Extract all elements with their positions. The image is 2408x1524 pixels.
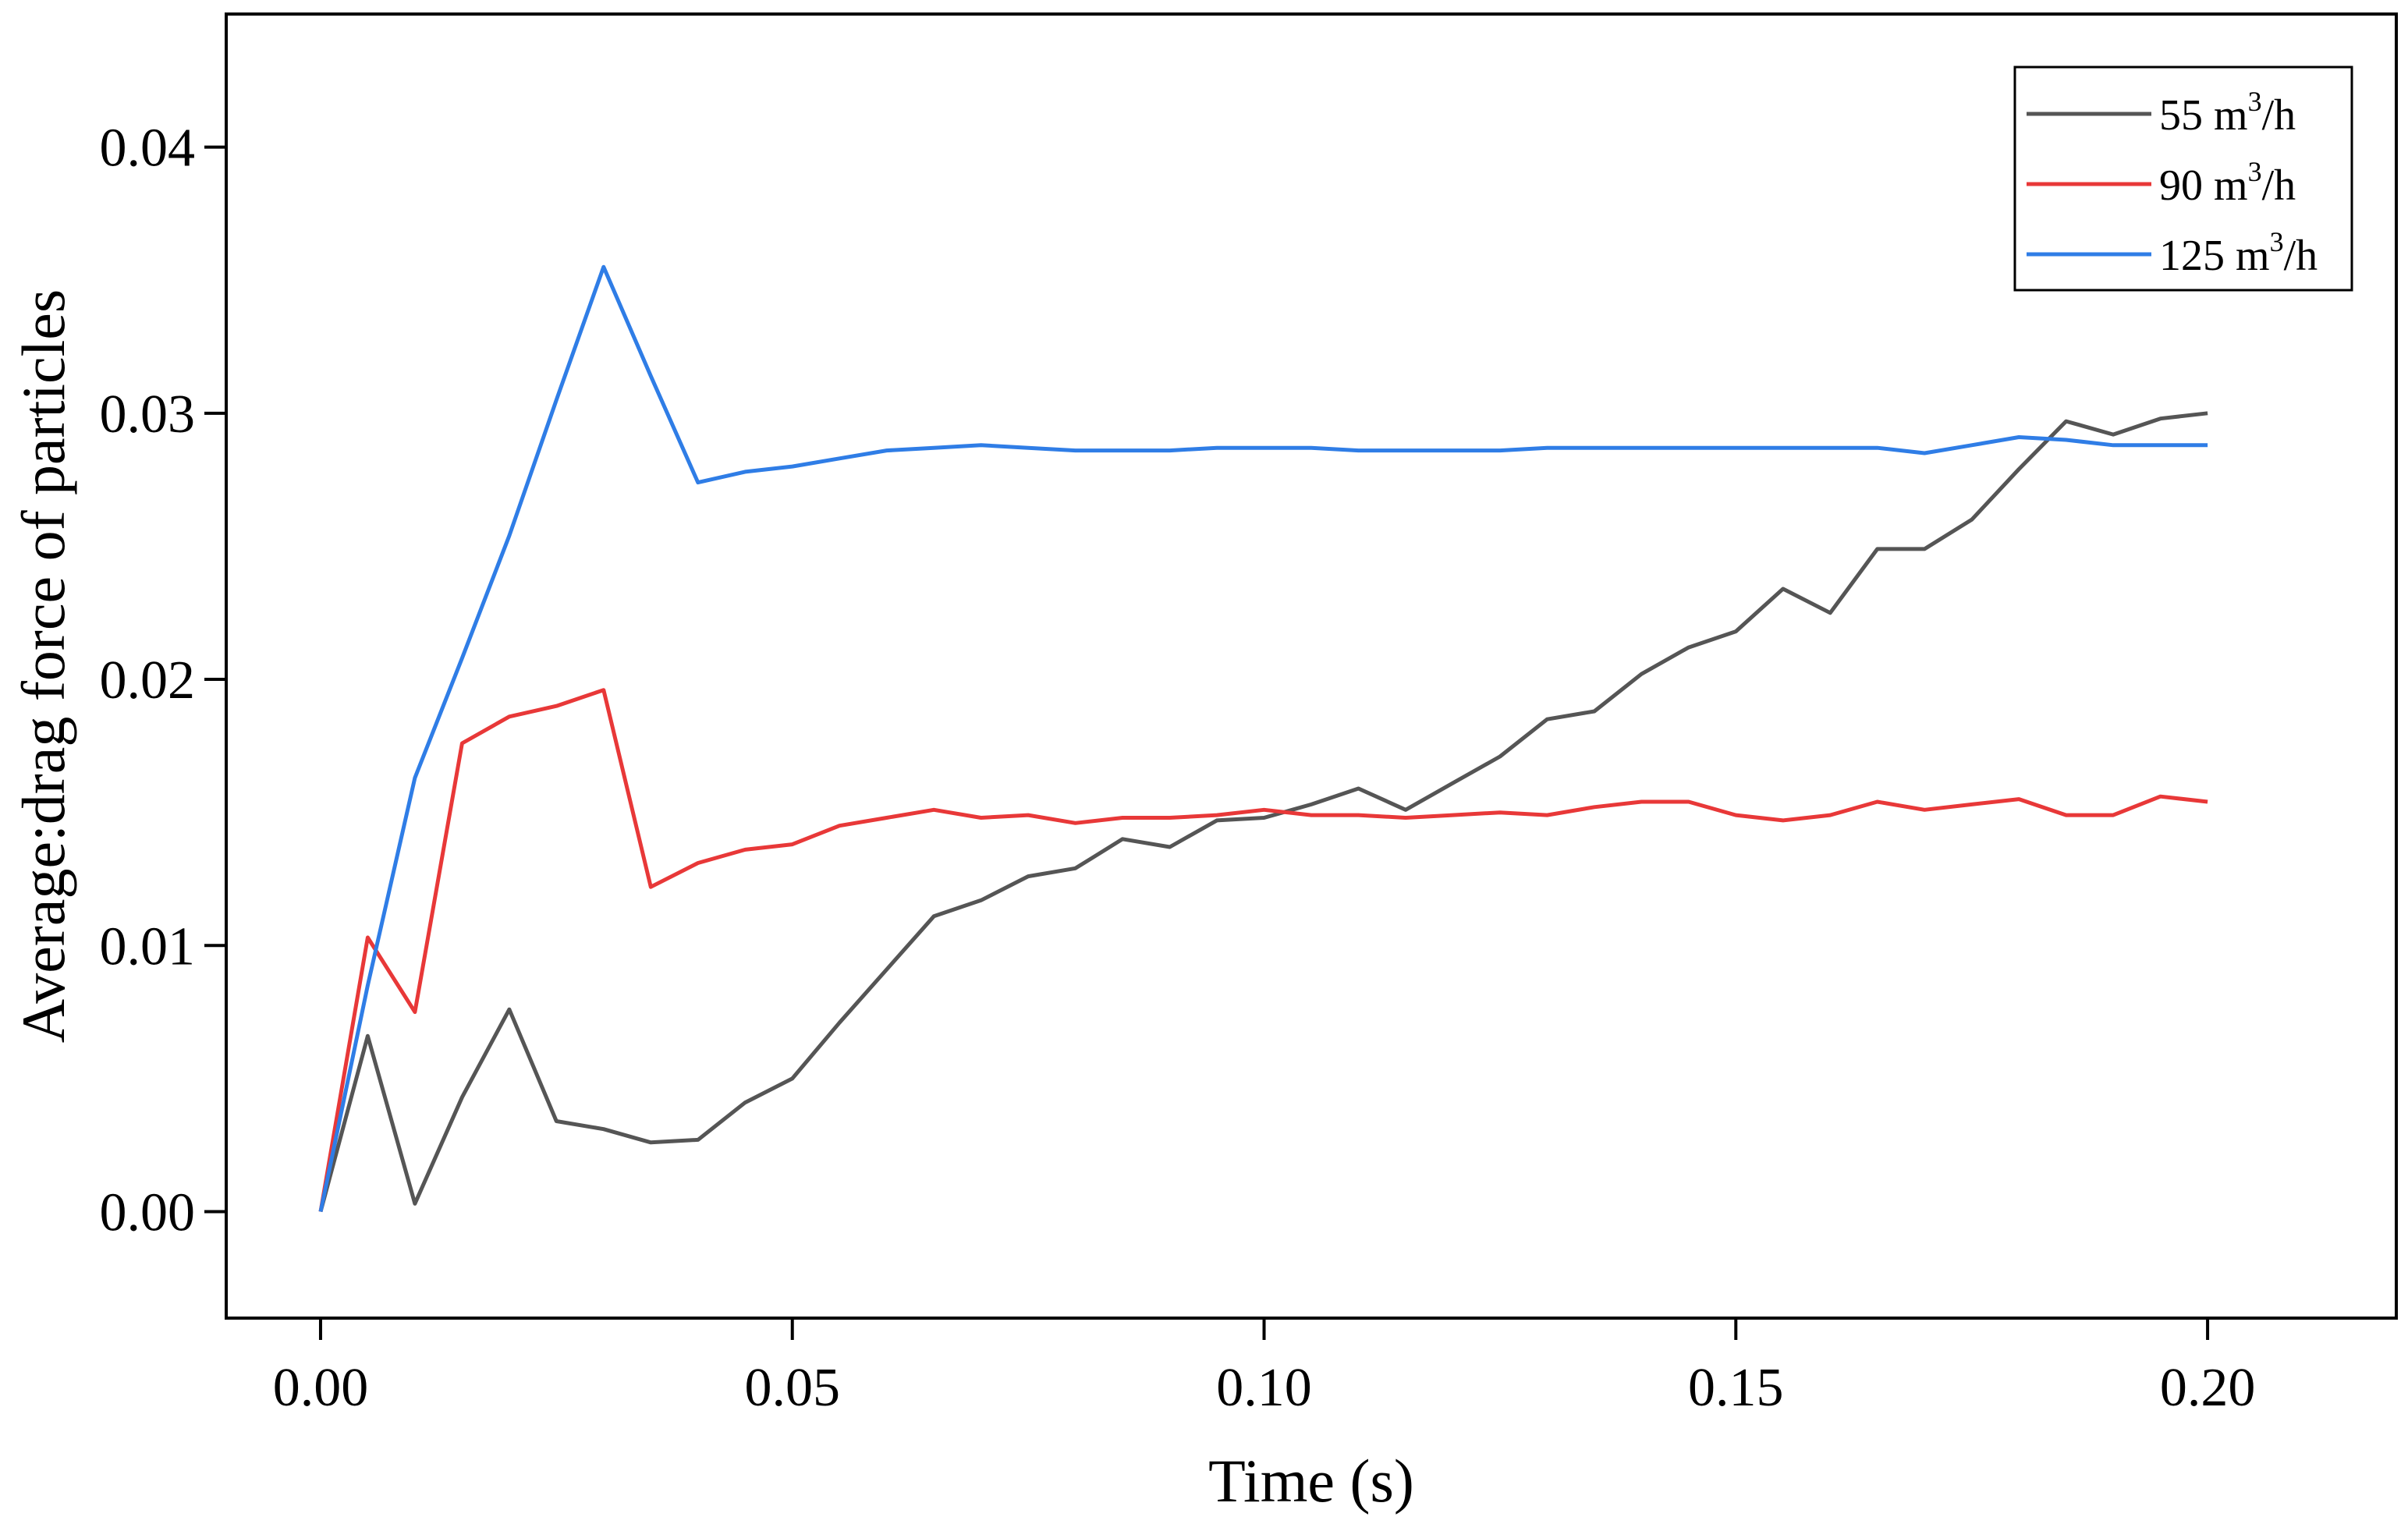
- series-lines: [318, 264, 2208, 1213]
- legend-label: 55 m3/h: [2159, 86, 2296, 140]
- x-tick-label: 0.20: [2160, 1358, 2256, 1418]
- plot-frame: [225, 12, 2398, 1320]
- x-axis-ticks: 0.00 0.05 0.10 0.15 0.20: [273, 1318, 2256, 1418]
- series-line: [318, 411, 2208, 1213]
- x-axis-title: Time (s): [1208, 1447, 1414, 1515]
- y-tick-label: 0.00: [100, 1183, 196, 1243]
- legend: 55 m3/h 90 m3/h 125 m3/h: [2013, 66, 2353, 292]
- y-tick-label: 0.01: [100, 916, 196, 976]
- series-line: [318, 688, 2208, 1212]
- y-tick-label: 0.03: [100, 385, 196, 445]
- y-axis-title: Average:drag force of particles: [9, 289, 77, 1044]
- x-tick-label: 0.10: [1216, 1358, 1312, 1418]
- y-tick-label: 0.02: [100, 650, 196, 711]
- y-tick-label: 0.04: [100, 119, 196, 179]
- y-axis-ticks: 0.00 0.01 0.02 0.03 0.04: [100, 119, 226, 1243]
- x-tick-label: 0.00: [273, 1358, 369, 1418]
- legend-label: 125 m3/h: [2159, 226, 2318, 280]
- x-tick-label: 0.05: [744, 1358, 840, 1418]
- series-line: [318, 264, 2208, 1213]
- legend-label: 90 m3/h: [2159, 156, 2296, 210]
- x-tick-label: 0.15: [1688, 1358, 1784, 1418]
